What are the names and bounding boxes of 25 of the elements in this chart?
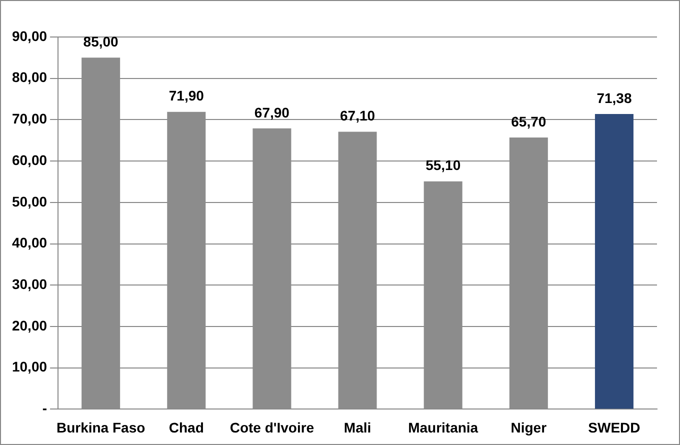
data-label: 67,10 xyxy=(340,108,376,124)
x-tick-label: Chad xyxy=(168,419,204,436)
x-tick-label: Burkina Faso xyxy=(56,419,146,436)
x-tick-label: Cote d'Ivoire xyxy=(230,419,314,436)
y-tick-label: - xyxy=(42,400,48,416)
x-tick-label: SWEDD xyxy=(588,419,640,436)
data-label: 71,38 xyxy=(596,90,632,106)
y-tick-label: 60,00 xyxy=(12,152,48,168)
y-tick-label: 20,00 xyxy=(12,317,48,334)
y-tick-label: 10,00 xyxy=(12,358,48,375)
x-tick-label: Mali xyxy=(344,419,372,436)
data-label: 71,90 xyxy=(168,88,204,104)
y-tick-label: 70,00 xyxy=(12,110,48,127)
y-tick-label: 40,00 xyxy=(12,234,48,251)
x-tick-label: Niger xyxy=(510,419,548,436)
y-tick-label: 90,00 xyxy=(12,28,48,44)
y-tick-label: 80,00 xyxy=(12,69,48,86)
y-tick-label: 30,00 xyxy=(12,276,48,292)
bar xyxy=(594,114,634,409)
y-tick-label: 50,00 xyxy=(12,193,48,210)
x-tick-label: Mauritania xyxy=(408,419,478,436)
data-label: 55,10 xyxy=(426,157,461,174)
data-label: 85,00 xyxy=(83,34,119,50)
data-label: 65,70 xyxy=(511,113,546,130)
data-label: 67,90 xyxy=(254,104,290,120)
